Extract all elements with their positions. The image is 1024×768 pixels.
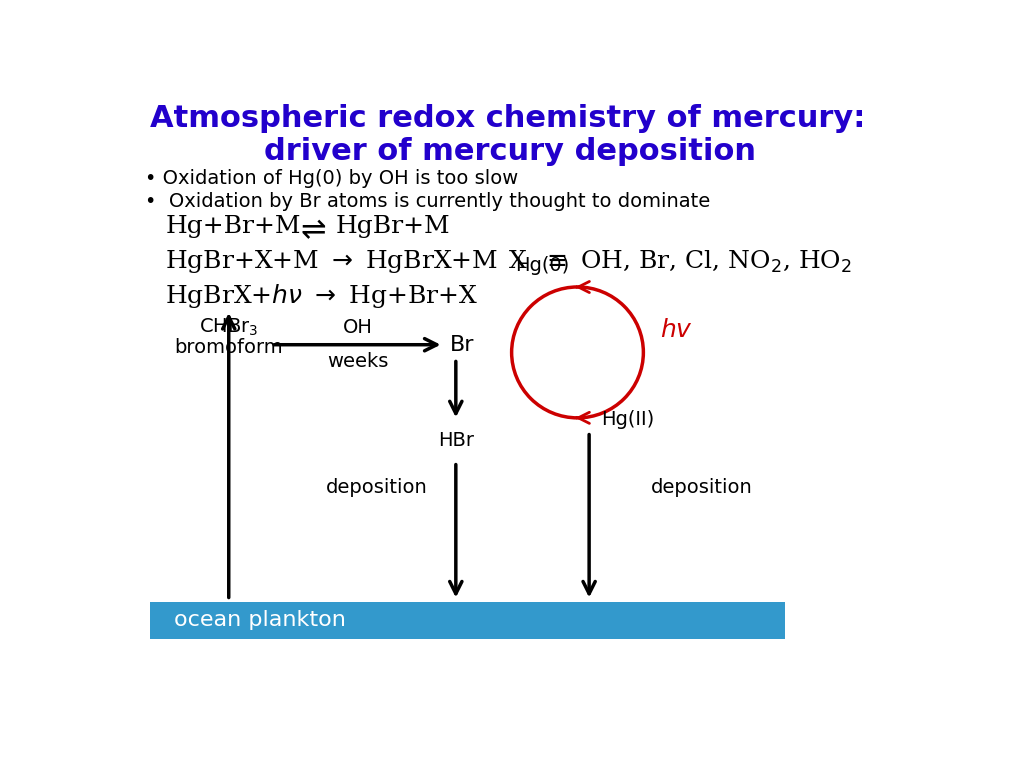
Text: OH: OH	[342, 318, 373, 337]
Text: • Oxidation of Hg(0) by OH is too slow: • Oxidation of Hg(0) by OH is too slow	[145, 169, 518, 188]
Text: HgBrX+$\mathit{h\nu}$ $\rightarrow$ Hg+Br+X: HgBrX+$\mathit{h\nu}$ $\rightarrow$ Hg+B…	[165, 282, 478, 310]
Bar	[150, 602, 785, 639]
Text: driver of mercury deposition: driver of mercury deposition	[263, 137, 756, 166]
Text: deposition: deposition	[327, 478, 428, 497]
Text: Br: Br	[450, 335, 474, 355]
Text: •  Oxidation by Br atoms is currently thought to dominate: • Oxidation by Br atoms is currently tho…	[145, 192, 711, 211]
Text: deposition: deposition	[651, 478, 753, 497]
Text: ocean plankton: ocean plankton	[174, 611, 346, 631]
Text: CHBr$_3$: CHBr$_3$	[199, 317, 258, 339]
Text: Hg(II): Hg(II)	[601, 410, 654, 429]
Text: bromoform: bromoform	[174, 338, 283, 357]
Text: HgBr+X+M $\rightarrow$ HgBrX+M: HgBr+X+M $\rightarrow$ HgBrX+M	[165, 249, 499, 276]
Text: Atmospheric redox chemistry of mercury:: Atmospheric redox chemistry of mercury:	[150, 104, 865, 134]
Text: Hg+Br+M: Hg+Br+M	[165, 215, 301, 238]
Text: X  $\equiv$ OH, Br, Cl, NO$_2$, HO$_2$: X $\equiv$ OH, Br, Cl, NO$_2$, HO$_2$	[508, 249, 852, 275]
Text: weeks: weeks	[327, 353, 388, 371]
Text: Hg(0): Hg(0)	[515, 256, 569, 275]
Text: $\rightleftharpoons$: $\rightleftharpoons$	[295, 215, 327, 247]
Text: HBr: HBr	[438, 431, 474, 450]
Text: $\mathit{hv}$: $\mathit{hv}$	[660, 319, 693, 343]
Text: HgBr+M: HgBr+M	[336, 215, 451, 238]
